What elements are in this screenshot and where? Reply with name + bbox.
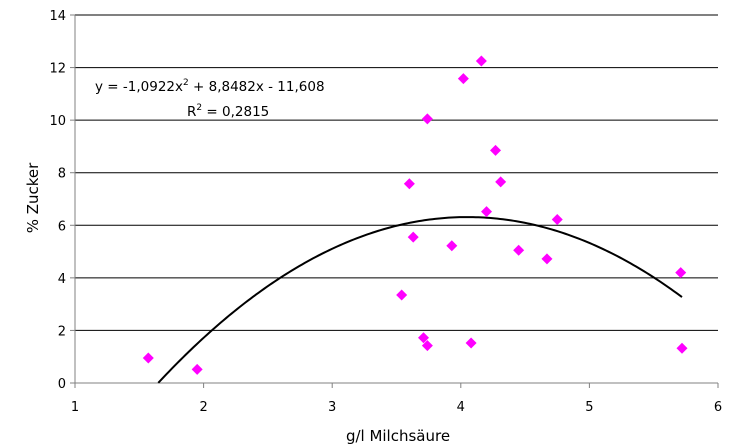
y-tick-label: 0 [58,377,66,392]
y-tick-label: 14 [49,9,66,24]
data-point [421,340,433,352]
data-point [191,363,203,375]
x-tick-label: 2 [199,400,207,415]
equation-label: y = -1,0922x2 + 8,8482x - 11,608 [95,78,325,95]
data-point [490,144,502,156]
data-point [465,337,477,349]
data-point [676,342,688,354]
x-tick-label: 1 [71,400,79,415]
x-axis-label: g/l Milchsäure [346,427,450,445]
data-point [407,231,419,243]
trendline-curve [157,216,683,384]
gridlines [75,14,718,331]
y-tick-label: 12 [49,62,66,77]
r-squared-label: R2 = 0,2815 [187,103,269,120]
data-point [541,253,553,265]
trendline [157,216,683,384]
y-tick-label: 10 [49,114,66,129]
data-point [513,244,525,256]
y-tick-label: 6 [58,219,66,234]
x-tick-labels: 1 2 3 4 5 6 [71,400,722,415]
x-tick-label: 5 [585,400,593,415]
data-point [551,214,563,226]
data-point [396,289,408,301]
data-point [481,206,493,218]
data-point [418,332,430,344]
data-point [675,267,687,279]
data-point [421,113,433,125]
y-tick-labels: 0 2 4 6 8 10 12 14 [49,9,66,392]
axes [70,14,719,388]
y-tick-label: 8 [58,167,66,182]
data-point [495,176,507,188]
y-tick-label: 2 [58,324,66,339]
x-tick-label: 6 [714,400,722,415]
data-point [142,352,154,364]
data-point [403,178,415,190]
data-point [446,240,458,252]
x-tick-label: 4 [457,400,465,415]
y-axis-label: % Zucker [24,162,42,233]
y-tick-label: 4 [58,272,66,287]
data-point [457,73,469,85]
data-point [475,55,487,67]
data-points [142,55,688,375]
x-tick-label: 3 [328,400,336,415]
